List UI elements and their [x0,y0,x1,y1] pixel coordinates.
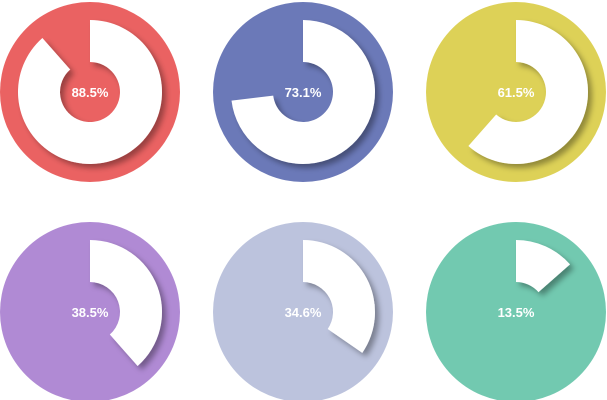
value-arc [516,240,571,293]
percent-chart-5: 34.6% [213,222,393,400]
percent-chart-1: 88.5% [0,2,180,182]
value-arc [303,240,376,353]
percent-chart-2: 73.1% [213,2,393,182]
value-label: 73.1% [285,85,322,100]
value-label: 38.5% [72,305,109,320]
value-arc [231,20,375,164]
value-arc [90,240,163,367]
value-label: 13.5% [498,305,535,320]
value-label: 88.5% [72,85,109,100]
percent-chart-6: 13.5% [426,222,606,400]
value-label: 61.5% [498,85,535,100]
percent-chart-4: 38.5% [0,222,180,400]
value-arc [17,20,162,165]
percent-chart-3: 61.5% [426,2,606,182]
value-label: 34.6% [285,305,322,320]
value-arc [468,20,588,164]
